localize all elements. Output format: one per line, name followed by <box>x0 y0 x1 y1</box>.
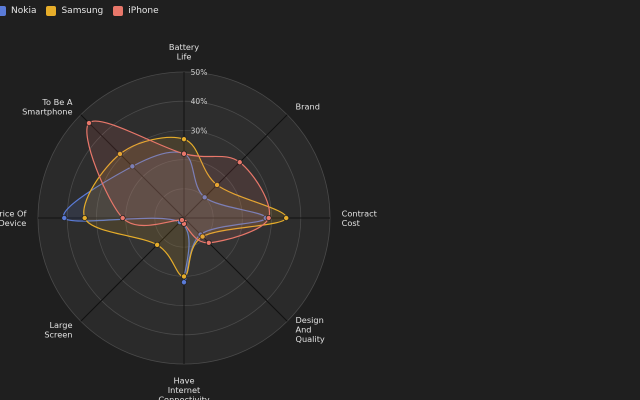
legend-item-nokia[interactable]: Nokia <box>0 6 36 16</box>
data-point-samsung-brand[interactable] <box>214 181 221 188</box>
data-point-samsung-have-internet-connectivity[interactable] <box>180 273 187 280</box>
data-point-nokia-brand[interactable] <box>201 194 208 201</box>
legend-item-iphone[interactable]: iPhone <box>113 6 159 16</box>
legend-swatch-nokia <box>0 6 6 16</box>
axis-label-have-internet-connectivity: Have Internet Connectivity <box>158 376 209 400</box>
axis-label-battery-life: Battery Life <box>169 42 199 62</box>
data-point-iphone-design-and-quality[interactable] <box>205 239 212 246</box>
data-point-samsung-design-and-quality[interactable] <box>199 233 206 240</box>
legend-label-samsung: Samsung <box>61 6 104 16</box>
chart-legend: Nokia Samsung iPhone <box>0 6 159 16</box>
data-point-samsung-to-be-a-smartphone[interactable] <box>116 150 123 157</box>
data-point-iphone-battery-life[interactable] <box>180 150 187 157</box>
axis-label-to-be-a-smartphone: To Be A Smartphone <box>22 97 73 117</box>
data-point-nokia-to-be-a-smartphone[interactable] <box>129 163 136 170</box>
tick-label: 40% <box>191 97 208 106</box>
data-point-iphone-contract-cost[interactable] <box>265 214 272 221</box>
data-point-samsung-contract-cost[interactable] <box>283 214 290 221</box>
data-point-nokia-price-of-device[interactable] <box>61 214 68 221</box>
radar-series <box>61 120 290 286</box>
legend-label-iphone: iPhone <box>128 6 159 16</box>
series-iphone[interactable] <box>86 120 272 246</box>
axis-label-contract-cost: Contract Cost <box>342 208 378 228</box>
legend-swatch-samsung <box>46 6 57 16</box>
axis-label-brand: Brand <box>296 102 320 112</box>
data-point-samsung-battery-life[interactable] <box>180 136 187 143</box>
tick-label: 50% <box>191 68 208 77</box>
data-point-samsung-large-screen[interactable] <box>154 241 161 248</box>
data-point-iphone-to-be-a-smartphone[interactable] <box>86 120 93 127</box>
data-point-iphone-price-of-device[interactable] <box>119 214 126 221</box>
radar-axis-labels: Battery Life Brand Contract Cost Design And Qua… <box>0 42 378 400</box>
data-point-iphone-brand[interactable] <box>236 159 243 166</box>
axis-label-design-and-quality: Design And Quality <box>296 315 325 344</box>
legend-label-nokia: Nokia <box>11 6 37 16</box>
series-samsung[interactable] <box>81 136 290 280</box>
tick-label: 30% <box>191 126 208 135</box>
data-point-iphone-large-screen[interactable] <box>178 217 185 224</box>
data-point-samsung-price-of-device[interactable] <box>81 214 88 221</box>
axis-spoke <box>80 217 185 322</box>
axis-spoke <box>183 114 288 219</box>
legend-item-samsung[interactable]: Samsung <box>46 6 103 16</box>
axis-label-large-screen: Large Screen <box>44 320 72 340</box>
data-point-nokia-have-internet-connectivity[interactable] <box>180 279 187 286</box>
legend-swatch-iphone <box>113 6 124 16</box>
